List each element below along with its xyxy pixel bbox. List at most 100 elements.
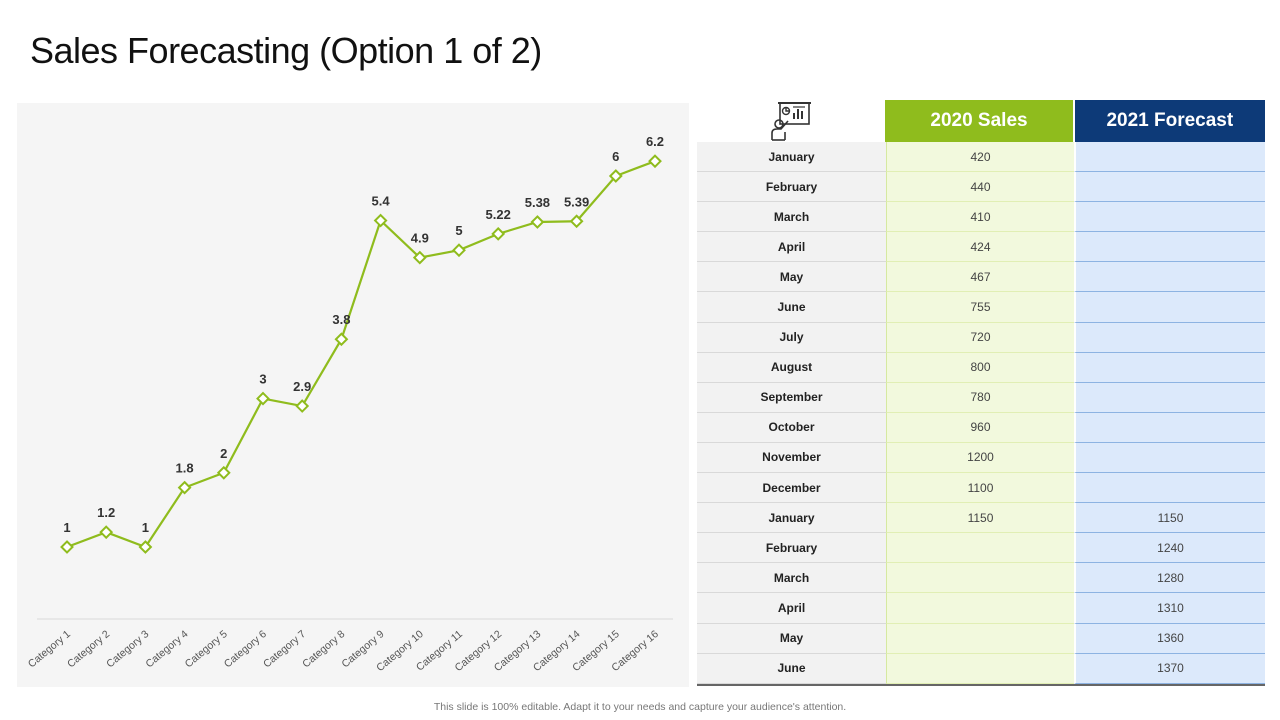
- data-label: 1: [142, 520, 149, 535]
- forecast-2021-cell: [1074, 262, 1265, 293]
- forecast-2021-cell: [1074, 142, 1265, 173]
- forecast-2021-cell: [1074, 172, 1265, 203]
- table-row: January 420: [697, 142, 1265, 173]
- table-row: May 467: [697, 262, 1265, 293]
- sales-2020-cell: 440: [886, 172, 1074, 203]
- table-row: September 780: [697, 382, 1265, 413]
- forecast-2021-cell: [1074, 202, 1265, 233]
- forecast-2021-cell: 1150: [1074, 503, 1265, 534]
- table-row: March 1280: [697, 563, 1265, 594]
- table-row: March 410: [697, 202, 1265, 233]
- sales-2020-cell: [886, 623, 1074, 654]
- data-label: 1: [63, 520, 70, 535]
- month-cell: February: [697, 533, 886, 564]
- data-label: 5.22: [486, 207, 511, 222]
- data-point-marker: [295, 399, 310, 413]
- data-point-marker: [608, 169, 623, 183]
- forecast-2021-cell: 1360: [1074, 623, 1265, 654]
- month-cell: August: [697, 352, 886, 383]
- data-label: 1.2: [97, 505, 115, 520]
- forecast-2021-cell: [1074, 232, 1265, 263]
- category-tick-label: Category 6: [222, 628, 269, 670]
- table-row: April 424: [697, 232, 1265, 263]
- forecast-2021-cell: [1074, 382, 1265, 413]
- month-cell: June: [697, 292, 886, 323]
- table-body: January 420 February 440 March 410 April 424 May…: [697, 142, 1265, 684]
- month-cell: January: [697, 503, 886, 534]
- data-label: 5.4: [372, 194, 391, 209]
- category-tick-label: Category 2: [65, 628, 112, 670]
- month-cell: April: [697, 593, 886, 624]
- data-point-marker: [60, 540, 74, 554]
- presentation-icon: [771, 102, 812, 141]
- forecast-2021-cell: 1310: [1074, 593, 1265, 624]
- table-row: October 960: [697, 412, 1265, 443]
- month-cell: March: [697, 563, 886, 594]
- month-cell: February: [697, 172, 886, 203]
- data-label: 1.8: [176, 461, 194, 476]
- table-row: February 1240: [697, 533, 1265, 564]
- sales-2020-cell: 467: [886, 262, 1074, 293]
- header-2020-sales: 2020 Sales: [885, 100, 1073, 142]
- month-cell: June: [697, 653, 886, 684]
- category-tick-label: Category 7: [261, 628, 308, 670]
- table-row: July 720: [697, 322, 1265, 353]
- data-label: 3: [259, 372, 266, 387]
- forecast-2021-cell: [1074, 352, 1265, 383]
- table-row: February 440: [697, 172, 1265, 203]
- data-label: 2: [220, 446, 227, 461]
- month-cell: May: [697, 623, 886, 654]
- forecast-2021-cell: 1370: [1074, 653, 1265, 684]
- sales-table: 2020 Sales 2021 Forecast January 420 Febru…: [697, 100, 1265, 686]
- header-icon-cell: [697, 100, 885, 142]
- forecast-2021-cell: 1280: [1074, 563, 1265, 594]
- category-tick-label: Category 1: [26, 628, 73, 670]
- month-cell: September: [697, 382, 886, 413]
- month-cell: January: [697, 142, 886, 173]
- sales-2020-cell: 410: [886, 202, 1074, 233]
- forecast-2021-cell: [1074, 442, 1265, 474]
- month-cell: May: [697, 262, 886, 293]
- line-chart-panel: 1 Category 1 1.2 Category 2 1 Category 3 1.8 Ca…: [17, 103, 689, 687]
- data-label: 3.8: [332, 312, 350, 327]
- table-row: November 1200: [697, 442, 1265, 474]
- sales-2020-cell: 420: [886, 142, 1074, 173]
- data-label: 6: [612, 149, 619, 164]
- table-row: June 1370: [697, 653, 1265, 684]
- data-label: 6.2: [646, 134, 664, 149]
- sales-2020-cell: 780: [886, 382, 1074, 413]
- sales-2020-cell: [886, 593, 1074, 624]
- month-cell: November: [697, 442, 886, 474]
- sales-2020-cell: 1100: [886, 473, 1074, 504]
- data-point-marker: [177, 480, 192, 495]
- category-tick-label: Category 5: [183, 628, 230, 670]
- data-point-marker: [412, 250, 427, 265]
- forecast-2021-cell: [1074, 292, 1265, 323]
- slide-title: Sales Forecasting (Option 1 of 2): [30, 30, 542, 71]
- forecast-2021-cell: 1240: [1074, 533, 1265, 564]
- month-cell: July: [697, 322, 886, 353]
- table-bottom-border: [697, 683, 1265, 686]
- sales-2020-cell: 720: [886, 322, 1074, 353]
- table-row: April 1310: [697, 593, 1265, 624]
- forecast-2021-cell: [1074, 412, 1265, 443]
- table-row: May 1360: [697, 623, 1265, 654]
- sales-2020-cell: 755: [886, 292, 1074, 323]
- data-point-marker: [569, 214, 584, 229]
- series-line: [66, 160, 656, 549]
- data-label: 2.9: [293, 379, 311, 394]
- footer-note: This slide is 100% editable. Adapt it to…: [433, 701, 847, 713]
- category-tick-label: Category 4: [143, 628, 190, 670]
- forecast-2021-cell: [1074, 473, 1265, 504]
- data-point-marker: [334, 332, 349, 347]
- month-cell: April: [697, 232, 886, 263]
- sales-2020-cell: [886, 653, 1074, 684]
- sales-2020-cell: 960: [886, 412, 1074, 443]
- data-point-marker: [452, 243, 466, 258]
- table-row: January 1150 1150: [697, 503, 1265, 534]
- month-cell: October: [697, 412, 886, 443]
- data-point-marker: [530, 215, 545, 229]
- data-label: 5: [455, 223, 462, 238]
- data-point-marker: [138, 540, 153, 554]
- data-label: 5.39: [564, 194, 589, 209]
